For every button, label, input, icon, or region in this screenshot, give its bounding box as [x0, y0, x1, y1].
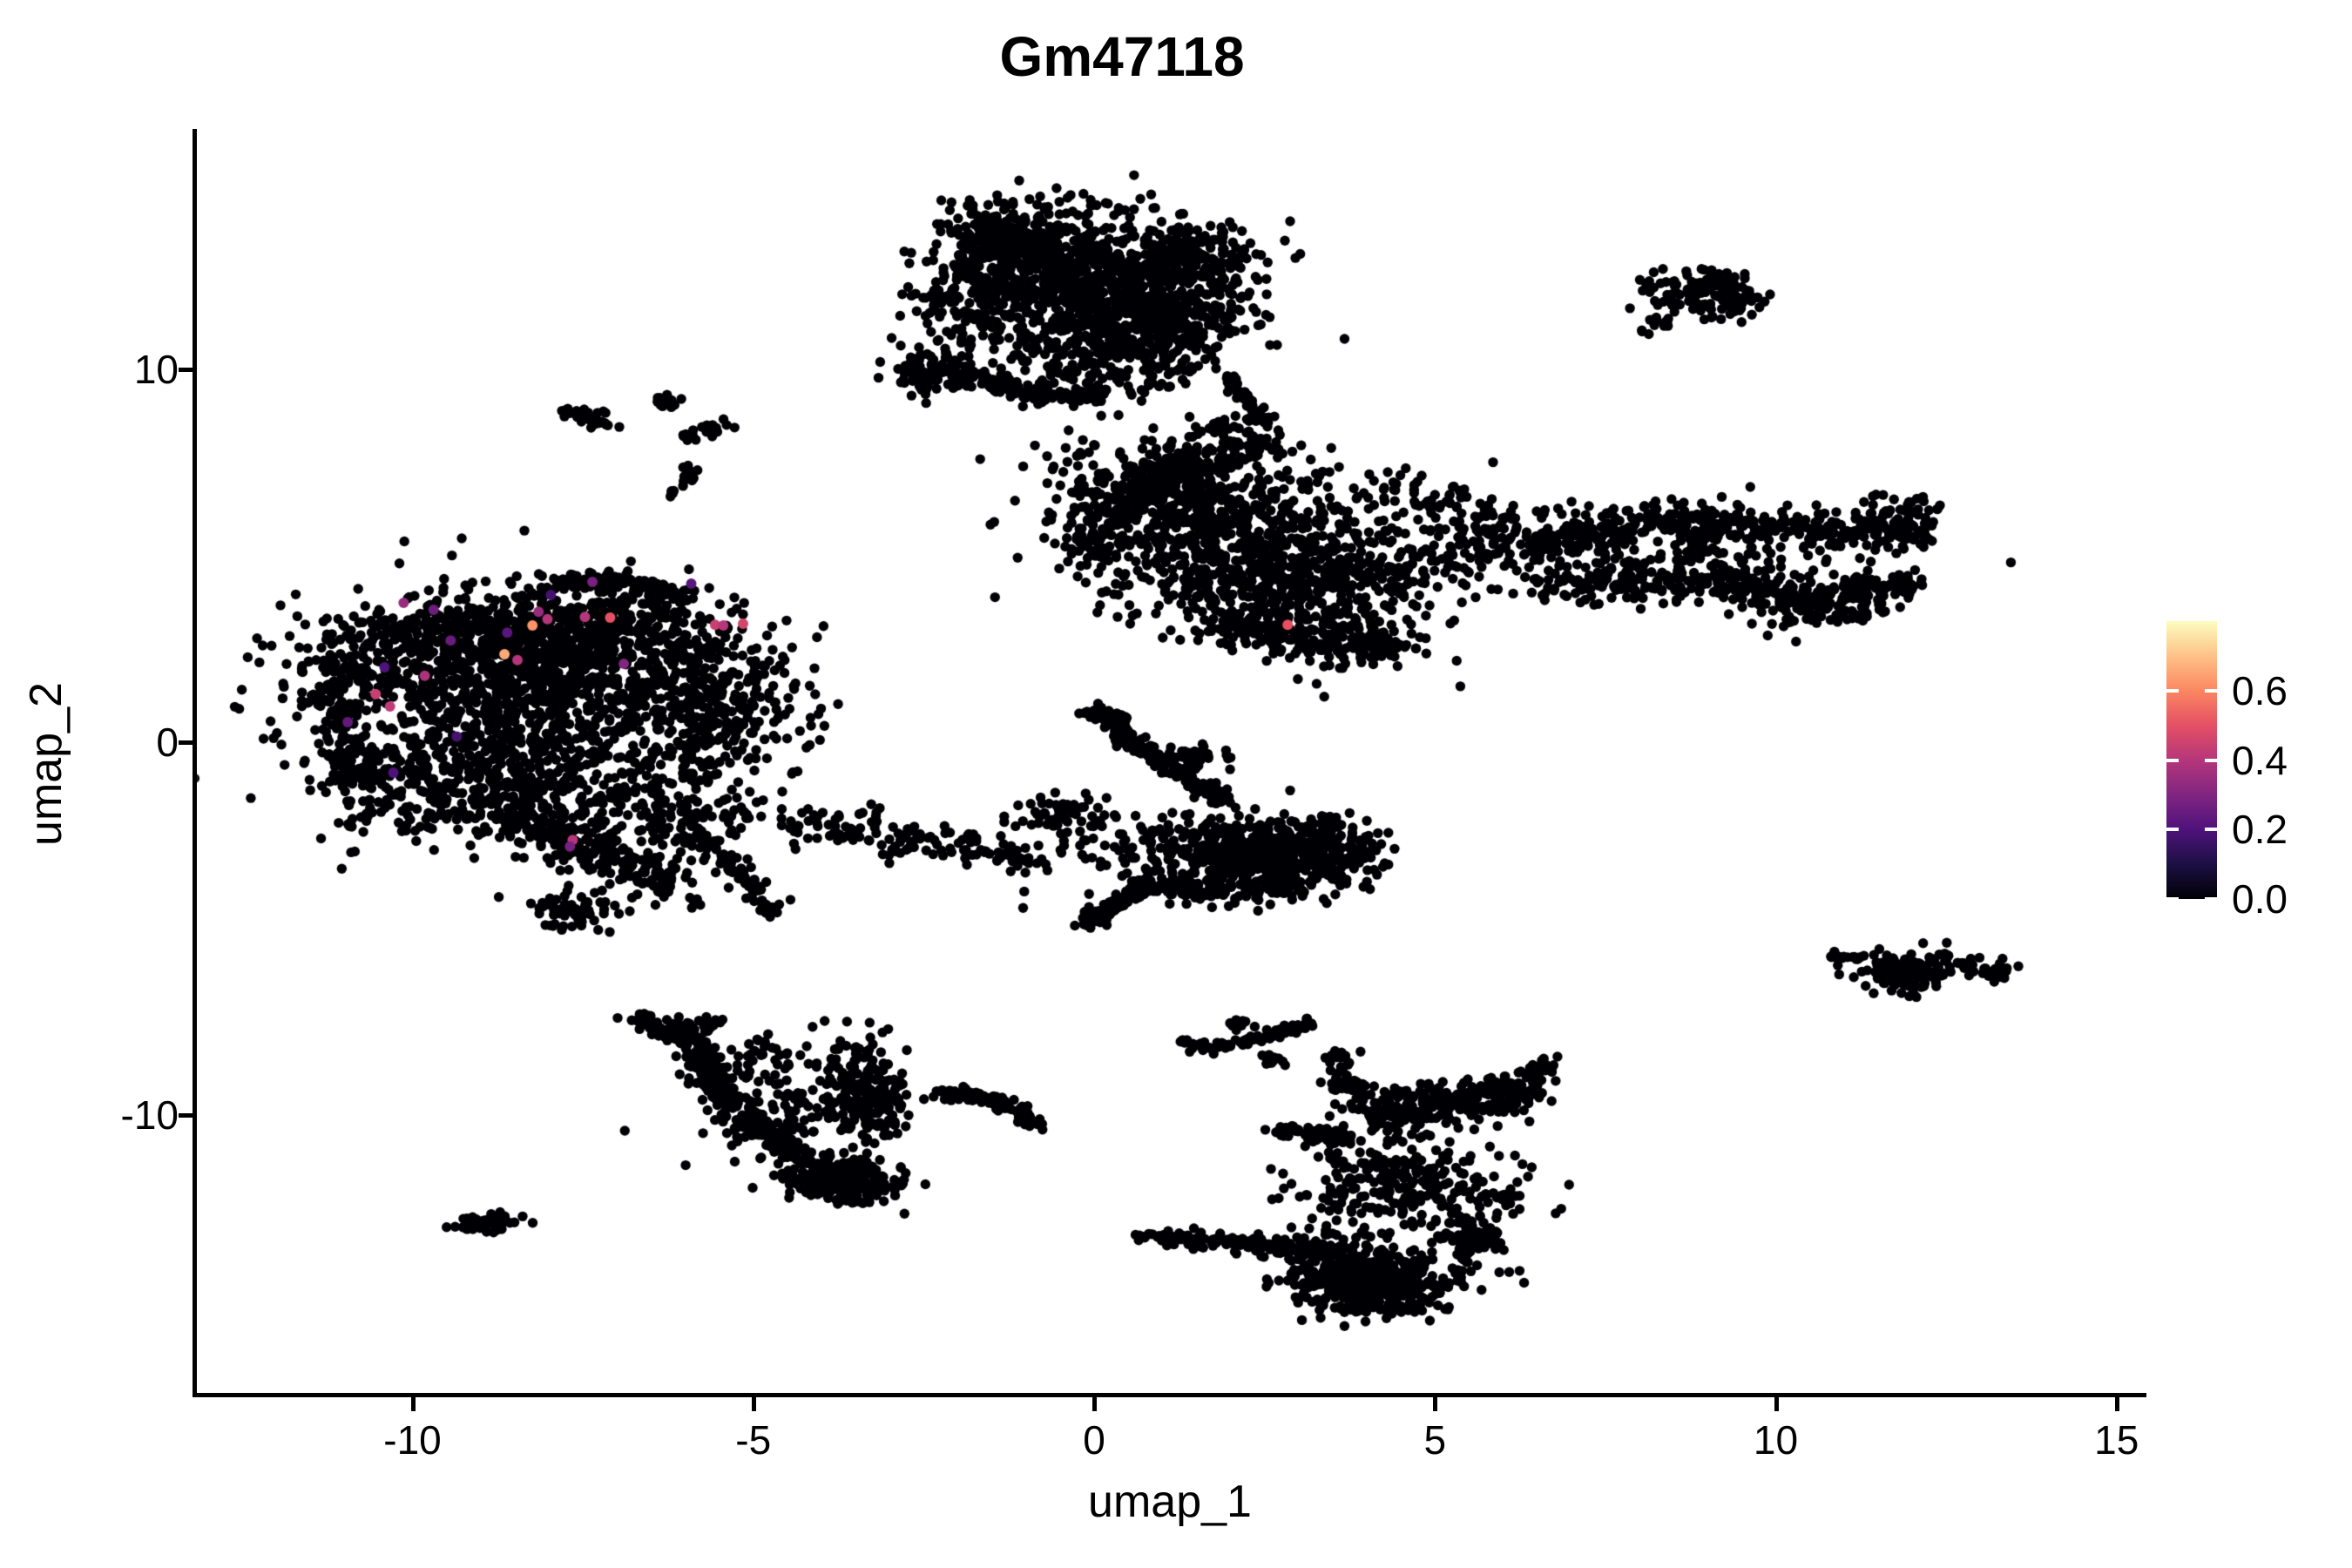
- colorbar-label: 0.4: [2232, 737, 2288, 783]
- colorbar: [2166, 621, 2217, 899]
- colorbar-label: 0.2: [2232, 807, 2288, 853]
- y-tick-mark: [179, 368, 193, 372]
- colorbar-tick: [2205, 688, 2217, 693]
- colorbar-tick: [2166, 828, 2179, 832]
- x-tick-label: 0: [1083, 1417, 1105, 1463]
- x-tick-mark: [1433, 1397, 1438, 1411]
- x-tick-label: 5: [1423, 1417, 1447, 1463]
- colorbar-tick: [2166, 897, 2179, 899]
- x-axis-line: [193, 1393, 2146, 1397]
- y-tick-mark: [179, 740, 193, 745]
- x-axis-title: umap_1: [1088, 1477, 1252, 1527]
- y-axis-title: umap_2: [21, 682, 71, 846]
- x-tick-mark: [751, 1397, 756, 1411]
- x-tick-mark: [1774, 1397, 1779, 1411]
- x-tick-label: 15: [2094, 1417, 2139, 1463]
- plot-title: Gm47118: [999, 25, 1245, 88]
- y-axis-line: [193, 129, 197, 1397]
- x-tick-mark: [1092, 1397, 1097, 1411]
- y-tick-label: -10: [120, 1092, 179, 1138]
- x-tick-mark: [410, 1397, 416, 1411]
- x-tick-label: -5: [735, 1417, 772, 1463]
- x-tick-label: 10: [1753, 1417, 1799, 1463]
- x-tick-mark: [2114, 1397, 2119, 1411]
- y-tick-label: 0: [156, 720, 179, 765]
- y-tick-label: 10: [133, 347, 179, 392]
- colorbar-tick: [2166, 758, 2179, 762]
- colorbar-label: 0.0: [2232, 876, 2288, 922]
- colorbar-tick: [2205, 897, 2217, 899]
- colorbar-tick: [2205, 758, 2217, 762]
- colorbar-label: 0.6: [2232, 667, 2288, 713]
- y-tick-mark: [179, 1113, 193, 1118]
- colorbar-tick: [2205, 828, 2217, 832]
- x-tick-label: -10: [383, 1417, 442, 1463]
- colorbar-tick: [2166, 688, 2179, 693]
